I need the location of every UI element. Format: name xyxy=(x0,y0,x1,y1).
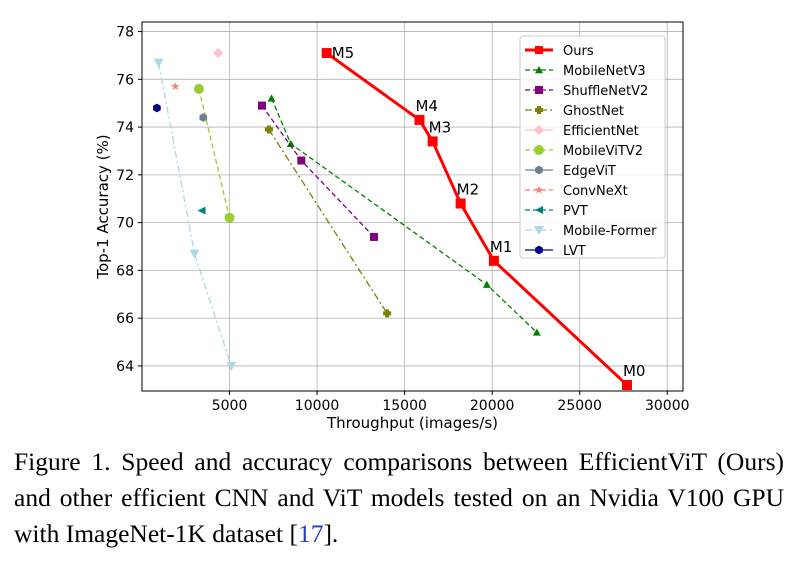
legend-marker-mobile-former xyxy=(534,226,544,235)
data-point-mobilenetv3 xyxy=(482,280,491,288)
data-point-mobilenetv3 xyxy=(532,328,541,336)
point-label: M3 xyxy=(429,118,452,136)
data-point-mobilenetv3 xyxy=(267,94,276,102)
legend-label-pvt: PVT xyxy=(563,204,588,219)
series-mobile-former xyxy=(153,58,237,371)
x-tick-label: 5000 xyxy=(212,398,248,414)
y-tick-label: 72 xyxy=(116,168,134,184)
data-point-shufflenetv2 xyxy=(257,101,266,110)
data-point-ours xyxy=(321,48,332,59)
y-tick-label: 68 xyxy=(116,263,134,279)
series-ours: M5 M4 M3 M2 M1 M0 xyxy=(321,44,646,391)
legend-label-mobilevitv2: MobileViTV2 xyxy=(563,144,643,159)
series-pvt xyxy=(197,206,206,215)
series-line-ghostnet xyxy=(268,129,388,314)
legend-marker-mobilevitv2 xyxy=(534,145,544,155)
legend-marker-efficientnet xyxy=(534,125,544,135)
legend-marker-convnext xyxy=(534,185,544,194)
data-point-lvt xyxy=(153,103,161,113)
point-label: M2 xyxy=(457,181,480,199)
series-efficientnet xyxy=(213,48,224,59)
data-point-shufflenetv2 xyxy=(369,232,378,241)
data-point-mobile-former xyxy=(226,361,237,371)
legend-marker-lvt xyxy=(535,245,543,255)
series-edgevit xyxy=(199,113,208,122)
y-tick-label: 76 xyxy=(116,72,134,88)
series-line-mobilenetv3 xyxy=(270,98,538,333)
data-point-ours xyxy=(427,136,438,147)
data-point-edgevit xyxy=(199,113,208,122)
caption-end: ]. xyxy=(323,519,339,548)
point-label: M4 xyxy=(416,97,439,115)
legend-label-mobilenetv3: MobileNetV3 xyxy=(563,64,646,79)
y-tick-label: 70 xyxy=(116,216,134,232)
series-shufflenetv2 xyxy=(257,101,378,241)
figure-caption: Figure 1. Speed and accuracy comparisons… xyxy=(14,444,784,552)
y-tick-label: 78 xyxy=(116,25,134,41)
series-ghostnet xyxy=(264,125,392,318)
legend-marker-pvt xyxy=(535,206,543,214)
legend-marker-ours xyxy=(535,46,543,54)
data-point-mobile-former xyxy=(189,249,200,259)
point-label: M5 xyxy=(332,44,355,62)
data-point-efficientnet xyxy=(213,48,224,59)
legend-label-convnext: ConvNeXt xyxy=(563,184,628,199)
x-axis-label: Throughput (images/s) xyxy=(326,414,498,432)
point-label: M1 xyxy=(490,238,512,256)
point-label: M0 xyxy=(623,362,646,380)
series-lvt xyxy=(153,103,161,113)
data-point-ghostnet xyxy=(264,125,273,134)
legend-marker-shufflenetv2 xyxy=(535,86,543,94)
x-tick-label: 15000 xyxy=(382,398,427,414)
series-convnext xyxy=(171,82,180,91)
data-point-mobile-former xyxy=(153,58,164,68)
y-tick-label: 66 xyxy=(116,311,134,327)
data-point-ours xyxy=(414,114,425,125)
series-line-mobilevitv2 xyxy=(198,88,231,218)
series-mobilenetv3 xyxy=(267,94,541,336)
x-tick-label: 20000 xyxy=(470,398,515,414)
legend xyxy=(519,35,666,259)
data-point-pvt xyxy=(197,206,206,215)
y-tick-label: 64 xyxy=(116,359,134,375)
data-point-ours xyxy=(488,255,499,266)
data-point-mobilenetv3 xyxy=(286,139,295,148)
legend-label-shufflenetv2: ShuffleNetV2 xyxy=(563,84,648,99)
series-mobilevitv2 xyxy=(193,83,235,223)
plot-frame xyxy=(141,21,684,392)
legend-label-ours: Ours xyxy=(563,44,594,59)
series-line-mobile-former xyxy=(157,62,232,367)
legend-marker-edgevit xyxy=(535,165,543,175)
x-tick-label: 10000 xyxy=(295,398,340,414)
legend-marker-mobilenetv3 xyxy=(535,66,543,74)
series-line-shufflenetv2 xyxy=(261,105,375,238)
y-tick-label: 74 xyxy=(116,120,134,136)
caption-text: Figure 1. Speed and accuracy comparisons… xyxy=(14,447,784,548)
data-point-ghostnet xyxy=(383,309,392,318)
legend-label-lvt: LVT xyxy=(563,244,586,259)
legend-label-edgevit: EdgeViT xyxy=(563,164,616,179)
x-tick-label: 30000 xyxy=(645,398,690,414)
data-point-ours xyxy=(621,380,632,391)
chart: 5000 10000 15000 20000 25000 30000 64 66 68 70 72 7… xyxy=(94,21,690,432)
legend-label-ghostnet: GhostNet xyxy=(563,104,624,119)
data-point-mobilevitv2 xyxy=(193,83,204,94)
data-point-shufflenetv2 xyxy=(297,156,306,165)
citation-link[interactable]: 17 xyxy=(297,519,324,548)
x-tick-label: 25000 xyxy=(557,398,602,414)
data-point-ours xyxy=(455,198,466,209)
legend-marker-ghostnet xyxy=(535,106,543,114)
legend-label-efficientnet: EfficientNet xyxy=(563,124,639,139)
series-line-ours xyxy=(325,51,628,387)
y-axis-label: Top-1 Accuracy (%) xyxy=(94,134,112,279)
data-point-convnext xyxy=(171,82,180,91)
data-point-mobilevitv2 xyxy=(224,212,235,223)
legend-label-mobile-former: Mobile-Former xyxy=(563,224,657,239)
